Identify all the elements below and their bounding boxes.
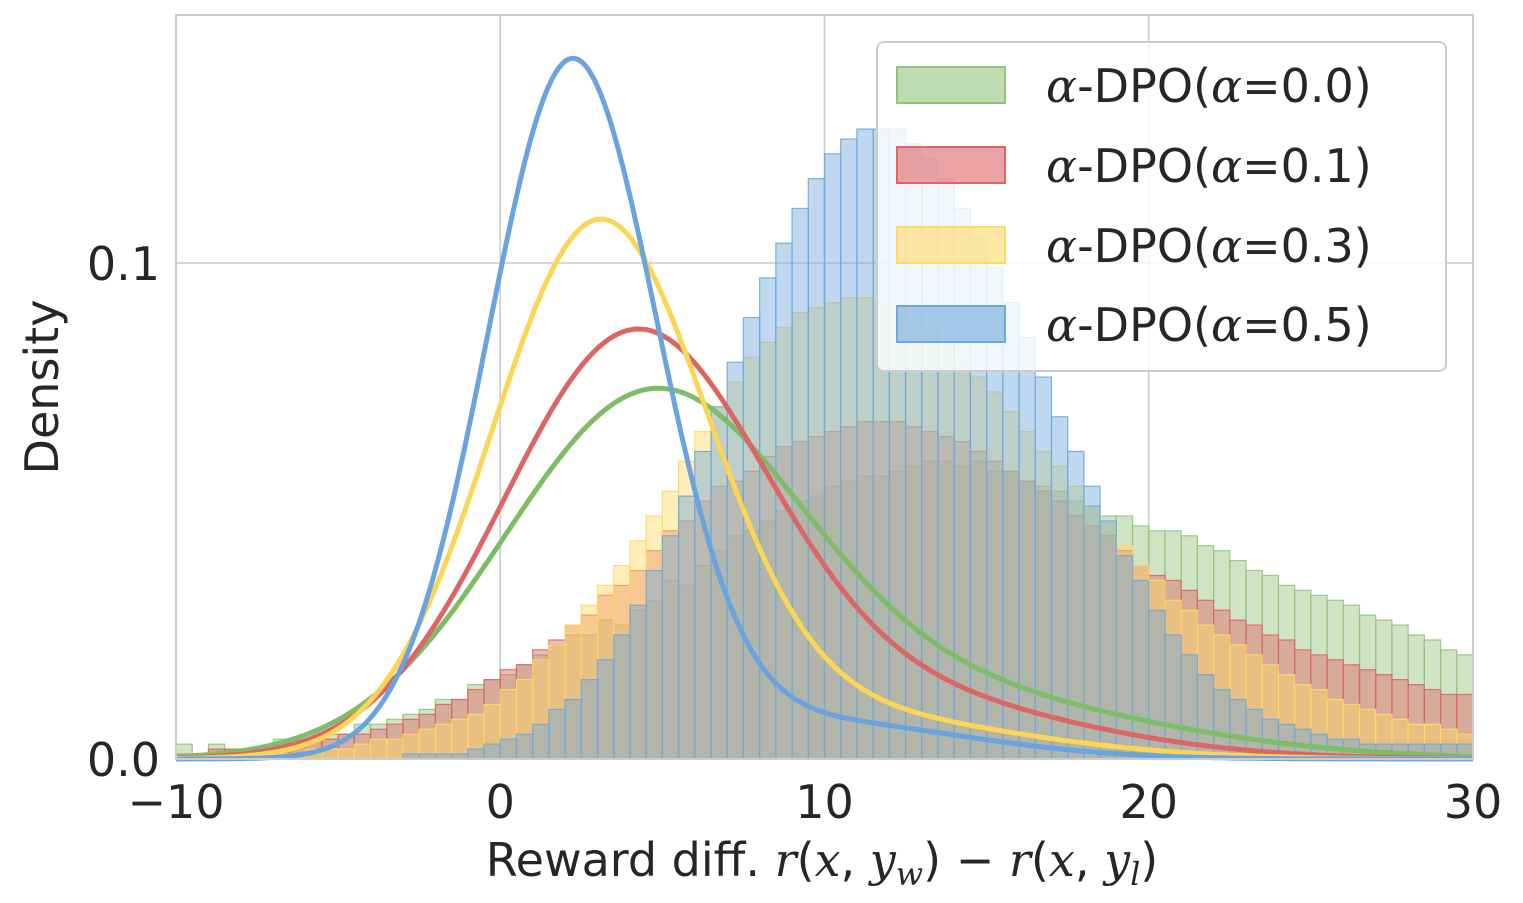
legend-label-dpo: -DPO( (1077, 139, 1211, 193)
x-axis-title-comma1: , (841, 833, 870, 887)
legend: α-DPO(α=0.0) α-DPO(α=0.1) α-DPO(α=0.3) α… (876, 41, 1447, 372)
legend-item: α-DPO(α=0.0) (896, 59, 1372, 113)
histogram-bar (1131, 579, 1150, 760)
histogram-bar (580, 679, 599, 760)
y-tick-label: 0.1 (87, 237, 160, 291)
x-axis-title-close1: ) (923, 833, 941, 887)
x-axis-title: Reward diff. r(x, yw) − r(x, yl) (486, 833, 1159, 893)
histogram-bar (1067, 450, 1085, 760)
legend-label-alpha2: α (1211, 59, 1242, 113)
y-axis-title: Density (15, 300, 69, 475)
legend-label: α-DPO(α=0.5) (1046, 298, 1372, 352)
histogram-bar (1099, 520, 1117, 760)
legend-label: α-DPO(α=0.0) (1046, 59, 1372, 113)
legend-item: α-DPO(α=0.3) (896, 219, 1372, 273)
x-axis-title-x1: x (815, 833, 841, 887)
histogram-bar (856, 128, 874, 760)
x-axis-title-comma2: , (1075, 833, 1104, 887)
x-axis-title-r1: r (775, 833, 800, 887)
legend-swatch (896, 66, 1006, 104)
x-tick-label: −10 (127, 775, 224, 829)
histogram-bar (451, 718, 469, 760)
histogram-bar (1018, 336, 1036, 760)
legend-box (876, 41, 1447, 372)
legend-label-eq: =0.1) (1242, 139, 1372, 193)
legend-label-alpha: α (1046, 298, 1077, 352)
histogram-bar (386, 738, 404, 760)
legend-label-alpha2: α (1211, 298, 1242, 352)
y-tick-labels: 0.0 0.1 (87, 237, 160, 787)
x-axis-title-y1: y (868, 833, 897, 887)
legend-label-eq: =0.5) (1242, 298, 1372, 352)
histogram-bar (532, 723, 550, 760)
x-axis-title-sub1: w (896, 855, 923, 893)
histogram-bar (1083, 485, 1101, 760)
histogram-bar (613, 634, 631, 760)
histogram-bar (353, 743, 372, 760)
legend-label-alpha: α (1046, 59, 1077, 113)
legend-label-alpha: α (1046, 219, 1077, 273)
histogram-bar (499, 738, 518, 760)
legend-label-dpo: -DPO( (1077, 298, 1211, 352)
x-axis-title-sub2: l (1130, 855, 1140, 893)
histogram-bar (467, 748, 485, 760)
histogram-bar (807, 178, 826, 760)
histogram-bar (840, 138, 858, 760)
histogram-bar (661, 535, 680, 760)
histogram-bar (564, 698, 582, 760)
histogram-bar (791, 207, 809, 760)
histogram-bar (759, 277, 777, 760)
legend-swatch (896, 226, 1006, 264)
legend-label-eq: =0.3) (1242, 219, 1372, 273)
histogram-bar (369, 738, 388, 760)
x-axis-title-r2: r (1009, 833, 1034, 887)
x-axis-title-minus: − (941, 833, 1009, 887)
x-axis-title-prefix: Reward diff. (486, 833, 775, 887)
legend-item: α-DPO(α=0.5) (896, 298, 1372, 352)
histogram-bar (515, 733, 534, 760)
legend-label-alpha2: α (1211, 139, 1242, 193)
histogram-bar (677, 495, 696, 760)
histogram-bar (483, 743, 501, 760)
histogram-bar (337, 748, 355, 760)
histogram-bar (596, 659, 615, 760)
histogram-bar (1034, 376, 1053, 760)
x-axis-title-close2: ) (1140, 833, 1158, 887)
x-tick-label: 0 (486, 775, 515, 829)
legend-label-alpha2: α (1211, 219, 1242, 273)
legend-label-dpo: -DPO( (1077, 59, 1211, 113)
legend-label-dpo: -DPO( (1077, 219, 1211, 273)
histogram-bar (645, 569, 663, 760)
plot-frame (175, 14, 1474, 760)
y-tick-label: 0.0 (87, 733, 160, 787)
x-tick-label: 30 (1444, 775, 1503, 829)
legend-items: α-DPO(α=0.0) α-DPO(α=0.1) α-DPO(α=0.3) α… (896, 59, 1372, 352)
x-axis-title-y2: y (1102, 833, 1131, 887)
x-axis-title-open2: ( (1031, 833, 1049, 887)
histogram-bar (1115, 555, 1134, 760)
x-axis-title-x2: x (1049, 833, 1075, 887)
legend-label: α-DPO(α=0.3) (1046, 219, 1372, 273)
legend-item: α-DPO(α=0.1) (896, 139, 1372, 193)
histogram-bar (629, 604, 647, 760)
x-axis-title-open1: ( (797, 833, 815, 887)
legend-label-eq: =0.0) (1242, 59, 1372, 113)
legend-swatch (896, 305, 1006, 343)
histogram-bar (1050, 416, 1069, 760)
x-tick-label: 10 (795, 775, 854, 829)
legend-label-alpha: α (1046, 139, 1077, 193)
legend-label: α-DPO(α=0.1) (1046, 139, 1372, 193)
legend-swatch (896, 146, 1006, 184)
x-tick-labels: −10 0 10 20 30 (127, 775, 1502, 829)
histogram-bar (548, 708, 566, 760)
x-tick-label: 20 (1119, 775, 1178, 829)
